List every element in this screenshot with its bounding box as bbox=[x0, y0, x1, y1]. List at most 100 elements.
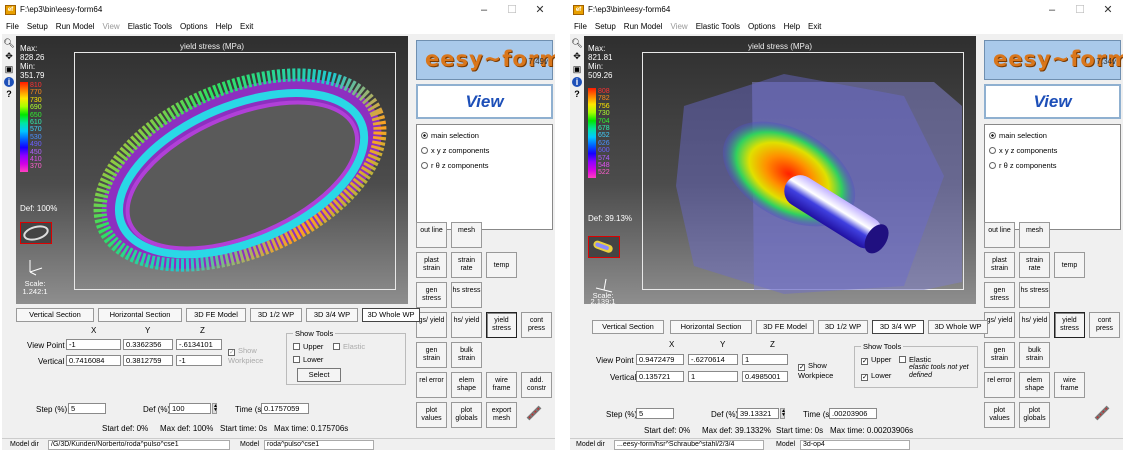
camera-icon[interactable]: ▣ bbox=[4, 64, 14, 74]
vertical-z-input[interactable]: 0.4985001 bbox=[742, 371, 788, 382]
elastic-checkbox[interactable]: Elastic bbox=[899, 355, 931, 364]
menu-elastic-tools[interactable]: Elastic Tools bbox=[695, 22, 741, 31]
hs-yield-button[interactable]: hs/ yield bbox=[1019, 312, 1050, 338]
tab-3d-whole-wp[interactable]: 3D Whole WP bbox=[362, 308, 420, 322]
temp-button[interactable]: temp bbox=[1054, 252, 1085, 278]
plot-values-button[interactable]: plot values bbox=[984, 402, 1015, 428]
help-icon[interactable]: ? bbox=[6, 89, 12, 99]
lower-checkbox[interactable]: Lower bbox=[293, 355, 323, 364]
tab-3d-half-wp[interactable]: 3D 1/2 WP bbox=[250, 308, 302, 322]
move-icon[interactable]: ✥ bbox=[573, 51, 581, 61]
menu-exit[interactable]: Exit bbox=[240, 22, 254, 31]
wrench-icon[interactable] bbox=[1093, 404, 1111, 422]
plast-strain-button[interactable]: plast strain bbox=[416, 252, 447, 278]
step-input[interactable]: 5 bbox=[68, 403, 106, 414]
help-icon[interactable]: ? bbox=[574, 89, 580, 99]
wrench-icon[interactable] bbox=[525, 404, 543, 422]
radio-main-selection[interactable]: main selection bbox=[989, 131, 1120, 140]
tab-3d-fe-model[interactable]: 3D FE Model bbox=[186, 308, 246, 322]
elem-shape-button[interactable]: elem shape bbox=[451, 372, 482, 398]
view-point-y-input[interactable]: -.6270614 bbox=[688, 354, 738, 365]
gen-stress-button[interactable]: gen stress bbox=[984, 282, 1015, 308]
menu-elastic-tools[interactable]: Elastic Tools bbox=[127, 22, 173, 31]
radio-rtz-components[interactable]: r θ z components bbox=[421, 161, 552, 170]
strain-rate-button[interactable]: strain rate bbox=[451, 252, 482, 278]
menu-help[interactable]: Help bbox=[783, 22, 801, 31]
tab-vertical-section[interactable]: Vertical Section bbox=[592, 320, 664, 334]
def-percent-input[interactable]: 100 bbox=[169, 403, 211, 414]
def-spinner[interactable]: ▲ ▼ bbox=[212, 403, 218, 414]
move-icon[interactable]: ✥ bbox=[5, 51, 13, 61]
menu-run-model[interactable]: Run Model bbox=[55, 22, 95, 31]
step-input[interactable]: 5 bbox=[636, 408, 674, 419]
model-viewport[interactable]: yield stress (MPa) Max: 828.26 Min: 351.… bbox=[16, 36, 408, 304]
menu-setup[interactable]: Setup bbox=[594, 22, 616, 31]
plot-globals-button[interactable]: plot globals bbox=[1019, 402, 1050, 428]
radio-xyz-components[interactable]: x y z components bbox=[989, 146, 1120, 155]
camera-icon[interactable]: ▣ bbox=[572, 64, 582, 74]
mesh-button[interactable]: mesh bbox=[451, 222, 482, 248]
menu-help[interactable]: Help bbox=[215, 22, 233, 31]
view-point-z-input[interactable]: -.6134101 bbox=[176, 339, 222, 350]
time-input[interactable]: 0.1757059 bbox=[261, 403, 309, 414]
search-icon[interactable]: 🔍︎ bbox=[3, 38, 15, 48]
rel-error-button[interactable]: rel error bbox=[984, 372, 1015, 398]
menu-options[interactable]: Options bbox=[748, 22, 776, 31]
lower-checkbox[interactable]: ✓ Lower bbox=[861, 371, 892, 381]
vertical-y-input[interactable]: 0.3812759 bbox=[123, 355, 173, 366]
hs-yield-button[interactable]: hs/ yield bbox=[451, 312, 482, 338]
menu-file[interactable]: File bbox=[574, 22, 587, 31]
bulk-strain-button[interactable]: bulk strain bbox=[1019, 342, 1050, 368]
tab-horizontal-section[interactable]: Horizontal Section bbox=[670, 320, 752, 334]
vertical-x-input[interactable]: 0.7416084 bbox=[66, 355, 121, 366]
view-point-z-input[interactable]: 1 bbox=[742, 354, 788, 365]
menu-view[interactable]: View bbox=[102, 22, 120, 31]
yield-stress-button[interactable]: yield stress bbox=[1054, 312, 1085, 338]
menu-run-model[interactable]: Run Model bbox=[623, 22, 663, 31]
tab-3d-fe-model[interactable]: 3D FE Model bbox=[756, 320, 814, 334]
hs-stress-button[interactable]: hs stress bbox=[1019, 282, 1050, 308]
mesh-button[interactable]: mesh bbox=[1019, 222, 1050, 248]
outline-button[interactable]: out line bbox=[416, 222, 447, 248]
gen-strain-button[interactable]: gen strain bbox=[416, 342, 447, 368]
bulk-strain-button[interactable]: bulk strain bbox=[451, 342, 482, 368]
tab-3d-three-quarter-wp[interactable]: 3D 3/4 WP bbox=[306, 308, 358, 322]
gen-strain-button[interactable]: gen strain bbox=[984, 342, 1015, 368]
model-thumbnail[interactable] bbox=[588, 236, 620, 258]
tab-vertical-section[interactable]: Vertical Section bbox=[16, 308, 94, 322]
minimize-button[interactable]: – bbox=[1048, 4, 1056, 16]
time-input[interactable]: .00203906 bbox=[829, 408, 877, 419]
export-mesh-button[interactable]: export mesh bbox=[486, 402, 517, 428]
cont-press-button[interactable]: cont press bbox=[521, 312, 552, 338]
cont-press-button[interactable]: cont press bbox=[1089, 312, 1120, 338]
info-icon[interactable]: i bbox=[572, 77, 582, 87]
vertical-y-input[interactable]: 1 bbox=[688, 371, 738, 382]
tab-3d-three-quarter-wp[interactable]: 3D 3/4 WP bbox=[872, 320, 924, 334]
radio-rtz-components[interactable]: r θ z components bbox=[989, 161, 1120, 170]
def-spinner[interactable]: ▲ ▼ bbox=[780, 408, 786, 419]
upper-checkbox[interactable]: ✓ Upper bbox=[861, 355, 892, 365]
rel-error-button[interactable]: rel error bbox=[416, 372, 447, 398]
strain-rate-button[interactable]: strain rate bbox=[1019, 252, 1050, 278]
add-constr-button[interactable]: add. constr bbox=[521, 372, 552, 398]
view-point-x-input[interactable]: -1 bbox=[66, 339, 121, 350]
vertical-x-input[interactable]: 0.135721 bbox=[636, 371, 684, 382]
outline-button[interactable]: out line bbox=[984, 222, 1015, 248]
view-point-x-input[interactable]: 0.9472479 bbox=[636, 354, 684, 365]
plot-globals-button[interactable]: plot globals bbox=[451, 402, 482, 428]
radio-main-selection[interactable]: main selection bbox=[421, 131, 552, 140]
menu-setup[interactable]: Setup bbox=[26, 22, 48, 31]
model-viewport[interactable]: yield stress (MPa) Max: 821.81 Min: 509.… bbox=[584, 36, 976, 304]
hs-stress-button[interactable]: hs stress bbox=[451, 282, 482, 308]
gen-stress-button[interactable]: gen stress bbox=[416, 282, 447, 308]
model-thumbnail[interactable] bbox=[20, 222, 52, 244]
menu-view[interactable]: View bbox=[670, 22, 688, 31]
info-icon[interactable]: i bbox=[4, 77, 14, 87]
plot-values-button[interactable]: plot values bbox=[416, 402, 447, 428]
def-percent-input[interactable]: 39.13321 bbox=[737, 408, 779, 419]
view-point-y-input[interactable]: 0.3362356 bbox=[123, 339, 173, 350]
menu-file[interactable]: File bbox=[6, 22, 19, 31]
select-button[interactable]: Select bbox=[297, 368, 341, 382]
upper-checkbox[interactable]: Upper bbox=[293, 342, 323, 351]
wire-frame-button[interactable]: wire frame bbox=[486, 372, 517, 398]
